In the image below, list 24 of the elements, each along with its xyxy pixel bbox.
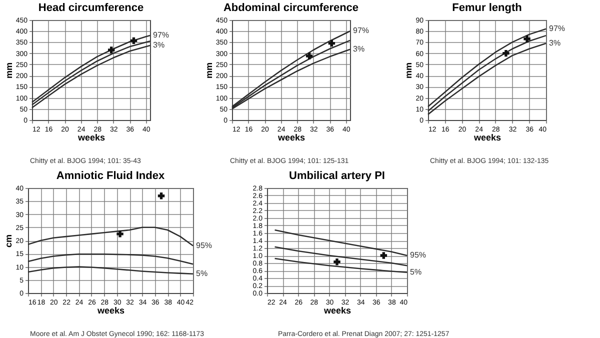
series-label: 5% <box>410 267 422 276</box>
series-label: 3% <box>549 38 561 48</box>
x-axis-title: weeks <box>76 132 106 142</box>
series-label: 3% <box>353 44 365 54</box>
x-axis-title: weeks <box>322 306 352 316</box>
series-label: 97% <box>353 26 370 36</box>
chart-title: Head circumference <box>38 2 144 14</box>
y-axis-title: mm <box>404 62 414 79</box>
chart-title: Amniotic Fluid Index <box>56 170 166 182</box>
series-label: 3% <box>153 40 165 50</box>
chart-title: Umbilical artery PI <box>289 170 385 182</box>
series-label: 95% <box>410 250 426 260</box>
x-axis-title: weeks <box>472 132 502 142</box>
chart-title: Femur length <box>452 2 522 14</box>
chart-title: Abdominal circumference <box>223 2 359 14</box>
series-label: 97% <box>549 24 566 33</box>
series-label: 5% <box>196 268 208 278</box>
series-label: 97% <box>153 30 170 40</box>
x-axis-title: weeks <box>96 306 125 316</box>
series-label: 95% <box>196 240 212 250</box>
y-axis-title: mm <box>4 62 14 79</box>
y-axis-title: mm <box>204 62 214 79</box>
y-axis-title: cm <box>4 234 14 248</box>
x-axis-title: weeks <box>276 132 306 142</box>
